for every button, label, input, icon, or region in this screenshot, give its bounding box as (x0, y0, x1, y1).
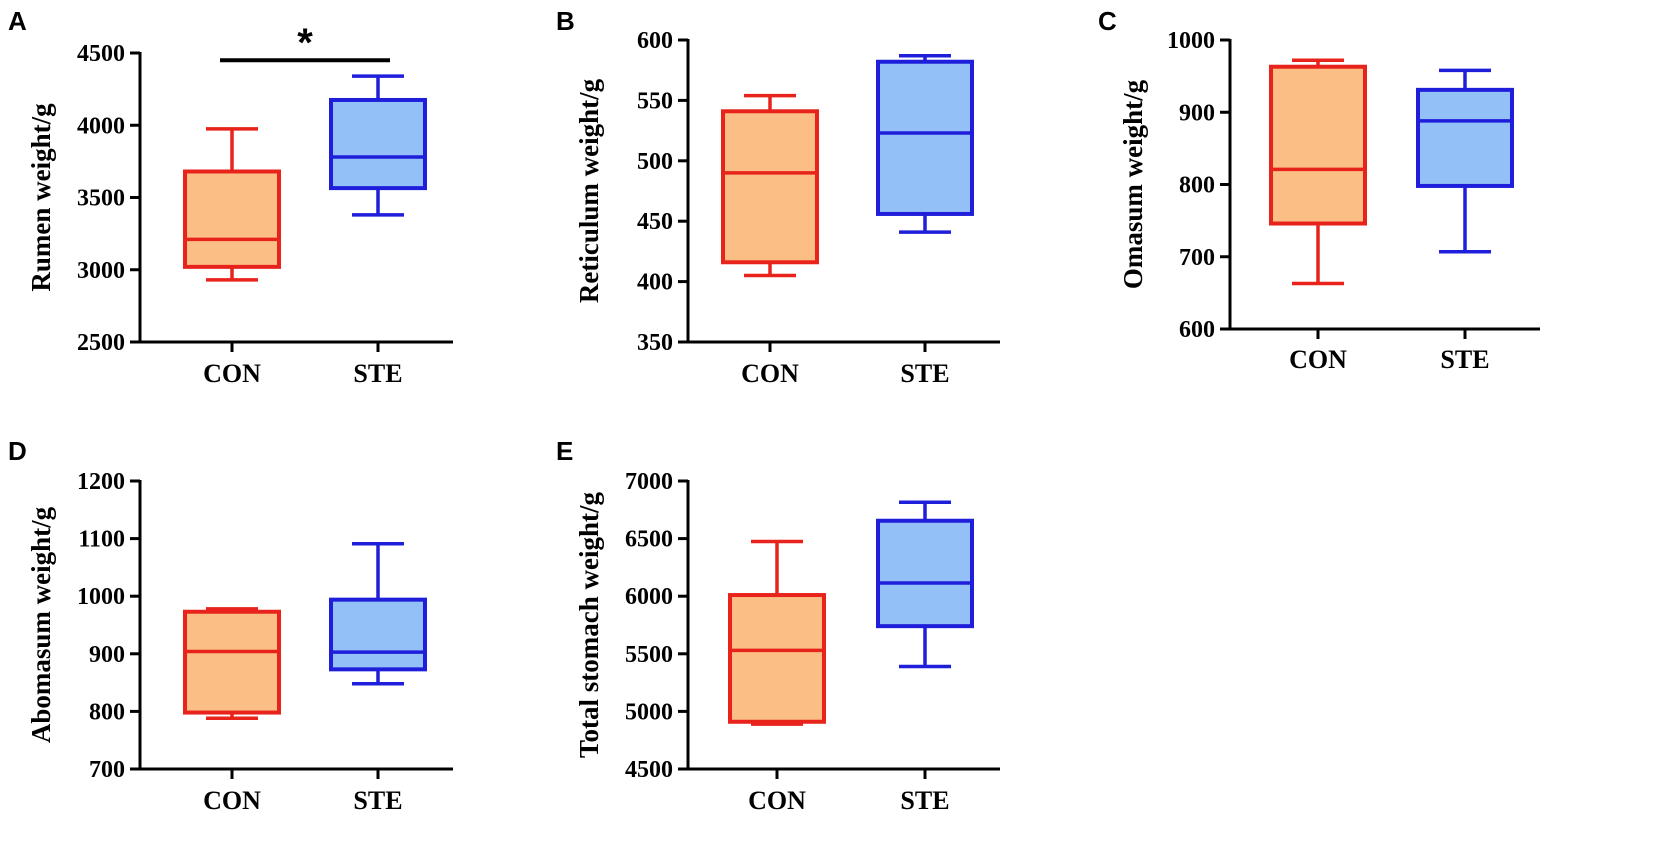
y-tick-label: 4000 (77, 113, 125, 139)
panel-d: D Abomasum weight/g 700 800 900 1000 1100 1200 C… (8, 436, 453, 815)
significance-asterisk: * (297, 21, 313, 65)
x-category-label: STE (1440, 345, 1489, 374)
y-tick-label: 1100 (78, 527, 125, 553)
box-ste (876, 53, 974, 234)
y-tick-label: 1000 (77, 584, 125, 610)
box-con (721, 93, 819, 278)
y-tick-label: 4500 (77, 41, 125, 67)
box-iqr (876, 59, 974, 216)
x-category-label: STE (900, 359, 949, 388)
y-tick-label: 5500 (625, 642, 673, 668)
x-category-label: STE (900, 786, 949, 815)
box-iqr (1416, 87, 1514, 188)
y-tick-label: 7000 (625, 469, 673, 495)
box-ste (329, 74, 427, 217)
y-tick-label: 800 (1179, 173, 1215, 199)
box-con (183, 607, 281, 721)
y-axis-title: Reticulum weight/g (574, 78, 604, 303)
panel-letter: D (8, 436, 27, 466)
y-axis-title: Total stomach weight/g (574, 492, 604, 759)
box-iqr (183, 609, 281, 715)
box-con (183, 127, 281, 282)
box-iqr (721, 109, 819, 265)
y-axis-title: Rumen weight/g (26, 103, 56, 292)
y-tick-label: 6500 (625, 527, 673, 553)
box-ste (876, 500, 974, 669)
y-axis-title: Abomasum weight/g (26, 506, 56, 743)
panel-c: C Omasum weight/g 600 700 800 900 1000 CON STE (1098, 6, 1540, 374)
x-category-label: CON (741, 359, 799, 388)
x-category-label: CON (1289, 345, 1347, 374)
y-tick-label: 400 (637, 270, 673, 296)
panel-a: A Rumen weight/g 2500 3000 3500 4000 4500 CON ST… (8, 6, 453, 388)
box-con (728, 539, 826, 726)
y-tick-label: 700 (1179, 245, 1215, 271)
panel-letter: A (8, 6, 27, 36)
y-axis-title: Omasum weight/g (1118, 79, 1148, 289)
y-tick-label: 600 (637, 28, 673, 54)
panel-letter: C (1098, 6, 1117, 36)
box-iqr (183, 169, 281, 269)
box-iqr (1269, 64, 1367, 226)
y-tick-label: 5000 (625, 699, 673, 725)
y-tick-label: 2500 (77, 330, 125, 356)
panel-letter: E (556, 436, 573, 466)
box-ste (1416, 68, 1514, 254)
panel-letter: B (556, 6, 575, 36)
box-ste (329, 542, 427, 686)
y-tick-label: 550 (637, 88, 673, 114)
y-tick-label: 450 (637, 209, 673, 235)
y-tick-label: 900 (1179, 100, 1215, 126)
panel-b: B Reticulum weight/g 350 400 450 500 550 600 CON… (556, 6, 1000, 388)
x-category-label: STE (353, 786, 402, 815)
y-tick-label: 3000 (77, 258, 125, 284)
y-tick-label: 900 (89, 642, 125, 668)
y-tick-label: 6000 (625, 584, 673, 610)
box-iqr (876, 518, 974, 629)
y-tick-label: 4500 (625, 757, 673, 783)
x-category-label: CON (203, 359, 261, 388)
x-category-label: CON (748, 786, 806, 815)
box-iqr (329, 597, 427, 672)
y-tick-label: 500 (637, 149, 673, 175)
y-tick-label: 1000 (1167, 28, 1215, 54)
y-tick-label: 800 (89, 699, 125, 725)
y-tick-label: 700 (89, 757, 125, 783)
y-tick-label: 600 (1179, 317, 1215, 343)
box-iqr (329, 97, 427, 191)
x-category-label: STE (353, 359, 402, 388)
y-tick-label: 1200 (77, 469, 125, 495)
box-iqr (728, 593, 826, 724)
box-con (1269, 58, 1367, 286)
x-category-label: CON (203, 786, 261, 815)
y-tick-label: 350 (637, 330, 673, 356)
y-tick-label: 3500 (77, 186, 125, 212)
